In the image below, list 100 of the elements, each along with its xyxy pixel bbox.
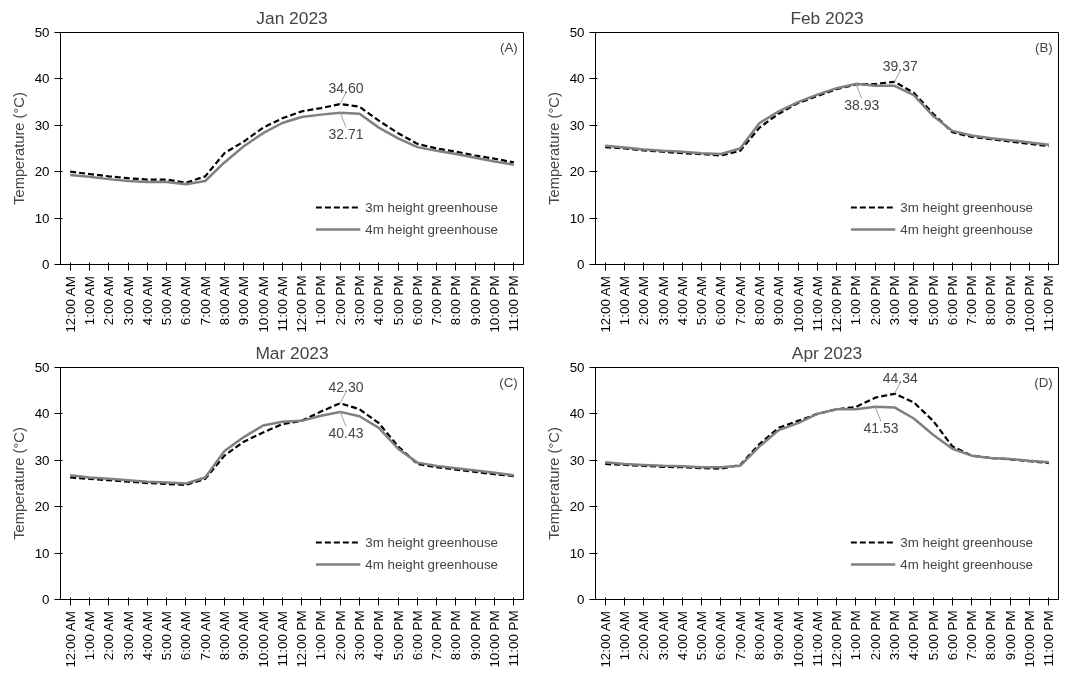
annotation: 32.71: [328, 125, 364, 142]
x-tick-label: 7:00 AM: [197, 611, 213, 661]
y-tick-label: 40: [34, 71, 50, 87]
x-tick-label: 9:00 AM: [236, 611, 252, 661]
x-tick-label: 10:00 AM: [790, 276, 806, 333]
x-tick-label: 1:00 PM: [848, 275, 864, 326]
x-tick-label: 11:00 PM: [506, 610, 522, 667]
x-tick-label: 4:00 PM: [906, 275, 922, 326]
y-axis-title: Temperature (°C): [10, 92, 27, 205]
x-tick-label: 10:00 PM: [1022, 610, 1038, 668]
x-tick-label: 10:00 PM: [487, 610, 503, 668]
annotation: 44.34: [882, 369, 919, 386]
y-tick-label: 20: [569, 499, 585, 515]
x-tick-label: 8:00 PM: [448, 275, 464, 326]
x-tick-label: 5:00 AM: [159, 276, 175, 326]
x-tick-label: 1:00 PM: [313, 610, 329, 661]
x-tick-label: 4:00 AM: [139, 611, 155, 661]
x-tick-label: 11:00 PM: [1041, 275, 1057, 332]
x-tick-label: 8:00 AM: [751, 276, 767, 326]
y-axis-title: Temperature (°C): [545, 92, 562, 205]
x-tick-label: 1:00 AM: [81, 276, 97, 326]
x-tick-label: 8:00 AM: [216, 276, 232, 326]
chart-title: Mar 2023: [255, 342, 329, 363]
x-tick-label: 6:00 PM: [944, 275, 960, 326]
x-tick-label: 11:00 AM: [809, 611, 825, 667]
x-tick-label: 5:00 PM: [390, 275, 406, 326]
x-tick-label: 11:00 AM: [274, 611, 290, 667]
annotation: (D): [1034, 374, 1053, 390]
annotation: 34.60: [328, 79, 364, 96]
x-tick-label: 9:00 PM: [1002, 610, 1018, 661]
x-tick-label: 9:00 AM: [771, 276, 787, 326]
x-tick-label: 6:00 AM: [178, 276, 194, 326]
annotation: (A): [499, 39, 518, 55]
x-tick-label: 3:00 AM: [655, 276, 671, 326]
x-tick-label: 3:00 PM: [352, 275, 368, 326]
x-tick-label: 12:00 PM: [294, 275, 310, 333]
y-tick-label: 40: [569, 71, 585, 87]
x-tick-label: 6:00 AM: [713, 276, 729, 326]
x-tick-label: 5:00 PM: [925, 610, 941, 661]
x-tick-label: 12:00 PM: [829, 275, 845, 333]
y-tick-label: 0: [42, 257, 50, 272]
annotation: 40.43: [328, 424, 364, 441]
legend-label: 4m height greenhouse: [900, 556, 1033, 572]
y-tick-label: 40: [34, 406, 50, 422]
x-tick-label: 8:00 AM: [751, 611, 767, 661]
x-tick-label: 11:00 PM: [506, 275, 522, 332]
x-tick-label: 3:00 AM: [120, 611, 136, 661]
annotation: 38.93: [844, 96, 880, 113]
x-tick-label: 8:00 AM: [216, 611, 232, 661]
x-tick-label: 7:00 PM: [964, 610, 980, 661]
x-tick-label: 12:00 AM: [62, 611, 78, 668]
chart-title: Feb 2023: [790, 7, 864, 28]
y-tick-label: 30: [34, 117, 50, 133]
y-tick-label: 10: [569, 210, 585, 226]
y-tick-label: 30: [569, 117, 585, 133]
x-tick-label: 10:00 PM: [487, 275, 503, 333]
x-tick-label: 11:00 AM: [809, 276, 825, 332]
x-tick-label: 9:00 PM: [1002, 275, 1018, 326]
y-tick-label: 10: [34, 210, 50, 226]
y-axis-title: Temperature (°C): [10, 427, 27, 540]
x-tick-label: 8:00 PM: [983, 610, 999, 661]
x-tick-label: 2:00 AM: [101, 276, 117, 326]
x-tick-label: 4:00 AM: [139, 276, 155, 326]
x-tick-label: 9:00 AM: [771, 611, 787, 661]
x-tick-label: 6:00 PM: [409, 275, 425, 326]
x-tick-label: 6:00 PM: [944, 610, 960, 661]
x-tick-label: 4:00 PM: [371, 275, 387, 326]
x-tick-label: 7:00 AM: [732, 276, 748, 326]
annotation: (C): [499, 374, 518, 390]
x-tick-label: 3:00 PM: [887, 275, 903, 326]
x-tick-label: 2:00 AM: [636, 276, 652, 326]
y-tick-label: 30: [34, 452, 50, 468]
legend-label: 3m height greenhouse: [900, 199, 1033, 215]
x-tick-label: 7:00 PM: [964, 275, 980, 326]
x-tick-label: 5:00 PM: [925, 275, 941, 326]
y-tick-label: 30: [569, 452, 585, 468]
x-tick-label: 1:00 AM: [616, 611, 632, 661]
x-tick-label: 1:00 PM: [848, 610, 864, 661]
x-tick-label: 4:00 PM: [371, 610, 387, 661]
y-tick-label: 20: [34, 164, 50, 180]
x-tick-label: 3:00 AM: [655, 611, 671, 661]
y-tick-label: 50: [569, 360, 585, 375]
x-tick-label: 12:00 AM: [597, 276, 613, 333]
x-tick-label: 7:00 AM: [732, 611, 748, 661]
x-tick-label: 9:00 PM: [467, 275, 483, 326]
annotation: 39.37: [882, 57, 919, 74]
x-tick-label: 4:00 AM: [674, 276, 690, 326]
annotation: 41.53: [863, 419, 899, 436]
x-tick-label: 2:00 AM: [636, 611, 652, 661]
x-tick-label: 5:00 AM: [694, 611, 710, 661]
x-tick-label: 1:00 AM: [616, 276, 632, 326]
x-tick-label: 11:00 AM: [274, 276, 290, 332]
x-tick-label: 2:00 PM: [867, 275, 883, 326]
y-tick-label: 10: [569, 545, 585, 561]
y-tick-label: 0: [577, 592, 585, 607]
x-tick-label: 5:00 AM: [159, 611, 175, 661]
x-tick-label: 2:00 PM: [332, 275, 348, 326]
legend-label: 4m height greenhouse: [365, 221, 498, 237]
y-tick-label: 20: [569, 164, 585, 180]
x-tick-label: 8:00 PM: [983, 275, 999, 326]
